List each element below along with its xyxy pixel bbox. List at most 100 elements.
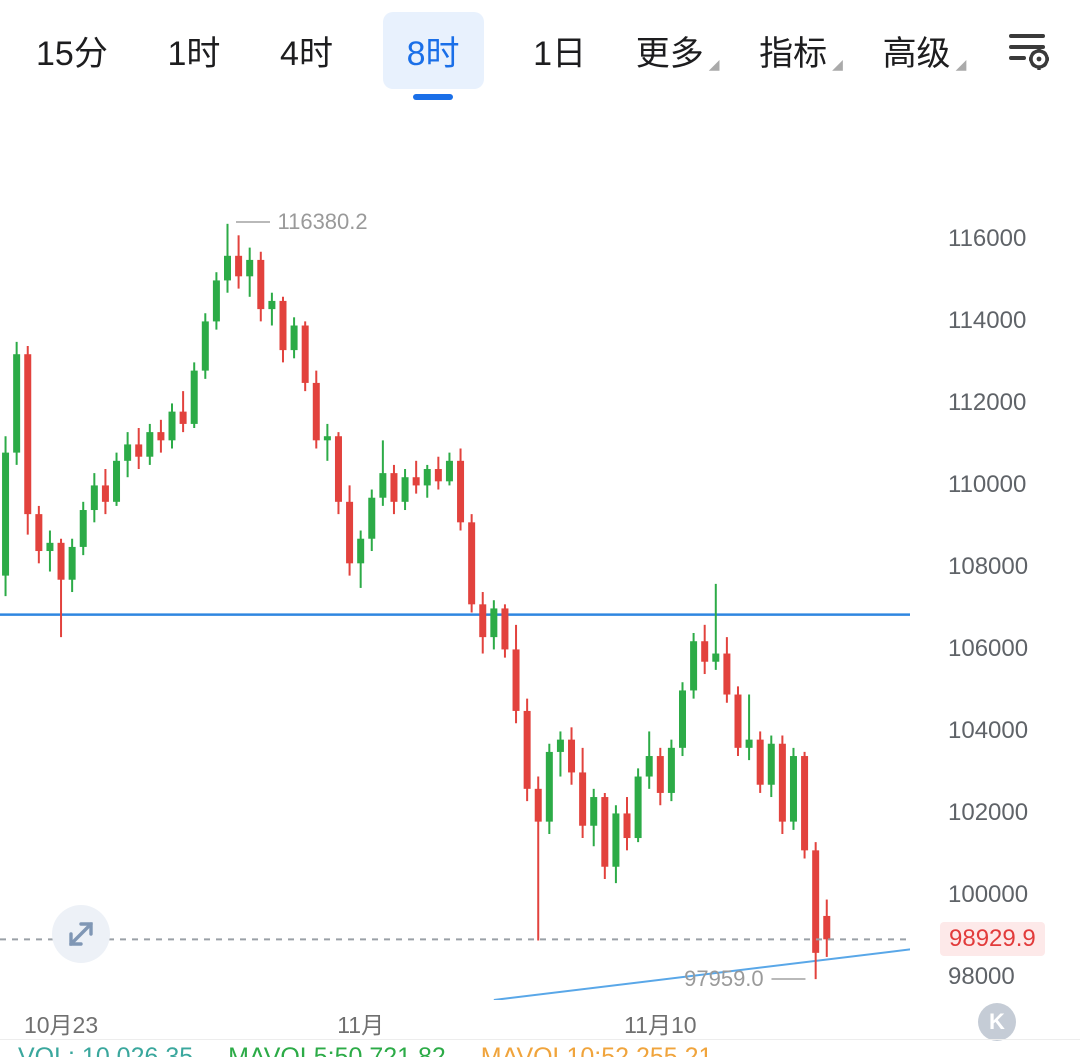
candle-body — [545, 751, 553, 822]
chart-settings-button[interactable] — [1006, 28, 1054, 72]
candle-body — [679, 690, 686, 748]
candle-body — [290, 325, 298, 351]
chart-settings-icon — [1008, 34, 1049, 70]
tab-8h[interactable]: 8时 — [382, 11, 484, 89]
candle-body — [334, 436, 342, 502]
low-marker-dash — [771, 978, 806, 981]
candle-body — [179, 411, 187, 424]
candle-body — [778, 743, 786, 822]
candle-body — [579, 772, 587, 826]
candle-body — [379, 473, 387, 498]
candle-body — [157, 432, 165, 441]
candle-body — [46, 542, 54, 552]
candle-body — [645, 756, 653, 777]
candle-body — [434, 469, 442, 482]
time-axis-label-2: 11月10 — [624, 1012, 697, 1038]
tab-1d[interactable]: 1日 — [533, 34, 587, 73]
candle-body — [690, 641, 698, 691]
price-axis[interactable]: 98929.9 116000 114000 112000 110000 108000 10… — [910, 100, 1080, 1000]
candle-body — [701, 641, 709, 662]
candle-body — [346, 501, 354, 564]
candle-body — [201, 321, 209, 371]
candle-body — [623, 813, 631, 839]
candle-body — [235, 255, 243, 277]
candle-body — [301, 325, 309, 383]
candle-body — [357, 538, 365, 564]
candle-body — [212, 280, 220, 322]
candle-body — [457, 460, 465, 523]
candle-body — [801, 756, 809, 851]
candle-body — [634, 776, 642, 839]
tab-1h[interactable]: 1时 — [167, 34, 221, 73]
candle-body — [257, 259, 265, 310]
price-tick: 106000 — [948, 635, 1029, 663]
price-tick: 104000 — [948, 717, 1029, 745]
candle-body — [312, 382, 320, 441]
time-axis-label-0: 10月23 — [23, 1012, 99, 1038]
price-tick: 114000 — [948, 307, 1027, 335]
candle-body — [656, 756, 664, 793]
candle-body — [323, 436, 331, 441]
menu-advanced[interactable]: 高级 ◢ — [883, 26, 967, 75]
time-axis[interactable]: 10月23 11月 11月10 — [0, 1000, 910, 1040]
chevron-down-icon: ◢ — [955, 55, 967, 72]
vol-value: VOL: 10,026.35 — [18, 1043, 194, 1057]
candle-body — [812, 850, 820, 953]
tab-4h[interactable]: 4时 — [280, 34, 333, 73]
candle-body — [556, 739, 564, 752]
candle-body — [146, 432, 154, 457]
price-tick: 108000 — [948, 553, 1029, 581]
candle-body — [512, 649, 520, 711]
candle-body — [79, 510, 87, 547]
candle-body — [124, 444, 132, 461]
candle-body — [423, 469, 431, 486]
candle-body — [756, 739, 764, 785]
candle-body — [279, 300, 287, 351]
low-price-value: 97959.0 — [684, 966, 764, 992]
candle-body — [224, 255, 231, 281]
candle-body — [479, 604, 487, 638]
candle-body — [468, 522, 476, 605]
candle-body — [823, 915, 831, 940]
candle-body — [113, 460, 121, 502]
candle-body — [35, 514, 43, 552]
candle-body — [135, 444, 143, 457]
menu-advanced-label: 高级 — [882, 34, 951, 73]
candle-body — [412, 477, 420, 486]
candle-body — [268, 300, 276, 310]
candle-body — [734, 694, 742, 748]
candle-body — [445, 460, 453, 482]
candlestick-plot[interactable] — [0, 100, 910, 1000]
menu-more[interactable]: 更多 ◢ — [636, 26, 720, 75]
candle-body — [723, 653, 731, 695]
candle-body — [57, 542, 65, 580]
candle-body — [667, 747, 675, 793]
chevron-down-icon: ◢ — [708, 55, 720, 72]
candle-body — [590, 797, 598, 826]
mavol5-value: MAVOL5:50,721.82 — [228, 1043, 446, 1057]
trendline — [493, 948, 910, 1000]
tab-15min[interactable]: 15分 — [36, 34, 108, 73]
candle-body — [190, 370, 198, 424]
candlestick-chart[interactable]: 98929.9 116000 114000 112000 110000 108000 10… — [0, 100, 1080, 1000]
price-tick: 98000 — [948, 963, 1015, 991]
candle-body — [523, 710, 531, 789]
price-tick: 100000 — [948, 881, 1029, 909]
current-price-label: 98929.9 — [940, 922, 1045, 957]
candle-body — [712, 653, 720, 662]
time-axis-label-1: 11月 — [337, 1012, 385, 1038]
expand-chart-button[interactable] — [52, 905, 110, 963]
candle-body — [490, 608, 498, 638]
candle-body — [401, 477, 409, 502]
chevron-down-icon: ◢ — [832, 55, 843, 72]
candle-body — [390, 473, 398, 502]
candle-body — [601, 797, 609, 867]
candle-body — [246, 259, 254, 277]
candle-body — [568, 739, 576, 773]
menu-indicators-label: 指标 — [759, 34, 828, 73]
expand-arrows-icon — [69, 922, 93, 946]
candle-body — [501, 608, 509, 650]
menu-indicators[interactable]: 指标 ◢ — [759, 26, 843, 75]
mavol10-value: MAVOL10:52,255.21 — [480, 1043, 713, 1057]
